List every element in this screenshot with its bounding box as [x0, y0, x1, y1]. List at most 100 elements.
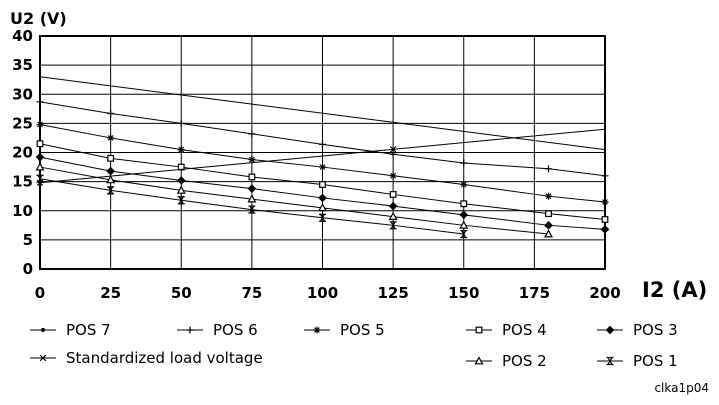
data-point	[36, 98, 44, 106]
x-tick-label: 125	[377, 284, 408, 302]
data-point	[176, 185, 186, 194]
legend-item: POS 1	[597, 352, 678, 370]
y-tick-label: 25	[12, 114, 33, 132]
data-point	[389, 191, 397, 198]
data-point	[474, 356, 484, 365]
data-point	[600, 225, 610, 234]
data-point	[460, 200, 468, 208]
data-point	[389, 150, 397, 158]
series-line	[39, 76, 606, 151]
data-point	[186, 326, 194, 334]
data-point	[106, 166, 115, 176]
data-point	[601, 216, 609, 223]
legend-item: POS 7	[30, 321, 111, 339]
legend-item: POS 4	[466, 321, 547, 339]
data-point	[318, 193, 327, 203]
legend-label: POS 2	[502, 352, 547, 370]
data-point	[40, 327, 46, 333]
y-tick-label: 30	[12, 85, 33, 103]
legend-item: POS 2	[466, 352, 547, 370]
legend-item: POS 3	[597, 321, 678, 339]
data-point	[248, 155, 256, 163]
y-tick-label: 40	[12, 27, 33, 45]
data-point	[460, 181, 468, 189]
series-group	[36, 140, 609, 223]
grid	[39, 35, 606, 270]
plot-frame	[39, 35, 606, 270]
data-point	[248, 130, 256, 138]
data-point	[313, 326, 321, 334]
y-tick-label: 35	[12, 56, 33, 74]
data-point	[545, 165, 552, 173]
data-point	[317, 203, 328, 212]
series-line	[39, 128, 606, 184]
data-point	[601, 172, 609, 180]
data-point	[543, 229, 554, 238]
y-axis-title: U2 (V)	[10, 9, 67, 28]
data-point	[39, 354, 47, 362]
legend-item: POS 5	[304, 321, 385, 339]
data-point	[389, 172, 397, 180]
data-point	[388, 201, 398, 211]
legend-label: POS 5	[340, 321, 385, 339]
data-point	[106, 175, 116, 184]
y-tick-label: 10	[12, 202, 33, 220]
x-tick-label: 200	[589, 284, 620, 302]
data-point	[107, 186, 115, 195]
data-point	[388, 211, 398, 220]
tick-labels: 0 5 10 15 20 25 30 35 40 0 25 50 75 100 125 150 175 200	[12, 27, 621, 302]
data-point	[176, 176, 186, 185]
series-group	[36, 121, 609, 206]
data-point	[544, 220, 553, 230]
data-point	[107, 109, 115, 117]
data-point	[319, 140, 326, 148]
data-point	[177, 119, 185, 127]
series-group	[36, 98, 609, 180]
data-point	[389, 221, 397, 230]
x-tick-label: 175	[519, 284, 550, 302]
data-point	[475, 326, 483, 334]
data-point	[107, 134, 115, 142]
x-tick-label: 25	[100, 284, 121, 302]
legend: POS 7 POS 6 POS 5 POS 4 POS 3 Standardized lo…	[30, 321, 678, 370]
data-point	[177, 146, 185, 154]
x-tick-label: 0	[35, 284, 45, 302]
data-point	[107, 154, 115, 162]
x-tick-label: 75	[241, 284, 262, 302]
legend-label: POS 4	[502, 321, 547, 339]
data-point	[601, 198, 609, 206]
data-point	[247, 194, 257, 203]
data-point	[460, 229, 468, 239]
data-point	[35, 162, 45, 171]
data-point	[605, 325, 615, 335]
plot-area	[35, 76, 610, 239]
y-tick-label: 15	[12, 173, 33, 191]
data-point	[459, 220, 469, 229]
data-point	[36, 121, 44, 129]
legend-label: Standardized load voltage	[66, 349, 263, 367]
data-point	[247, 184, 257, 193]
legend-label: POS 6	[213, 321, 258, 339]
data-point	[460, 159, 468, 167]
y-tick-label: 5	[23, 231, 33, 249]
data-point	[36, 140, 44, 148]
series-group	[35, 162, 554, 238]
x-tick-label: 150	[448, 284, 479, 302]
data-point	[459, 210, 469, 220]
y-tick-label: 20	[12, 144, 33, 162]
data-point	[36, 174, 44, 183]
y-tick-label: 0	[23, 260, 33, 278]
series-group	[36, 174, 468, 239]
legend-label: POS 1	[633, 352, 678, 370]
data-point	[545, 192, 552, 200]
data-point	[177, 196, 185, 205]
series-group	[39, 76, 606, 151]
x-tick-label: 50	[171, 284, 192, 302]
legend-item: Standardized load voltage	[30, 349, 263, 367]
series-line	[39, 166, 549, 235]
x-axis-title: I2 (A)	[642, 278, 707, 302]
data-point	[319, 181, 326, 188]
data-point	[35, 152, 45, 162]
data-point	[319, 213, 326, 222]
series-group	[36, 128, 606, 187]
